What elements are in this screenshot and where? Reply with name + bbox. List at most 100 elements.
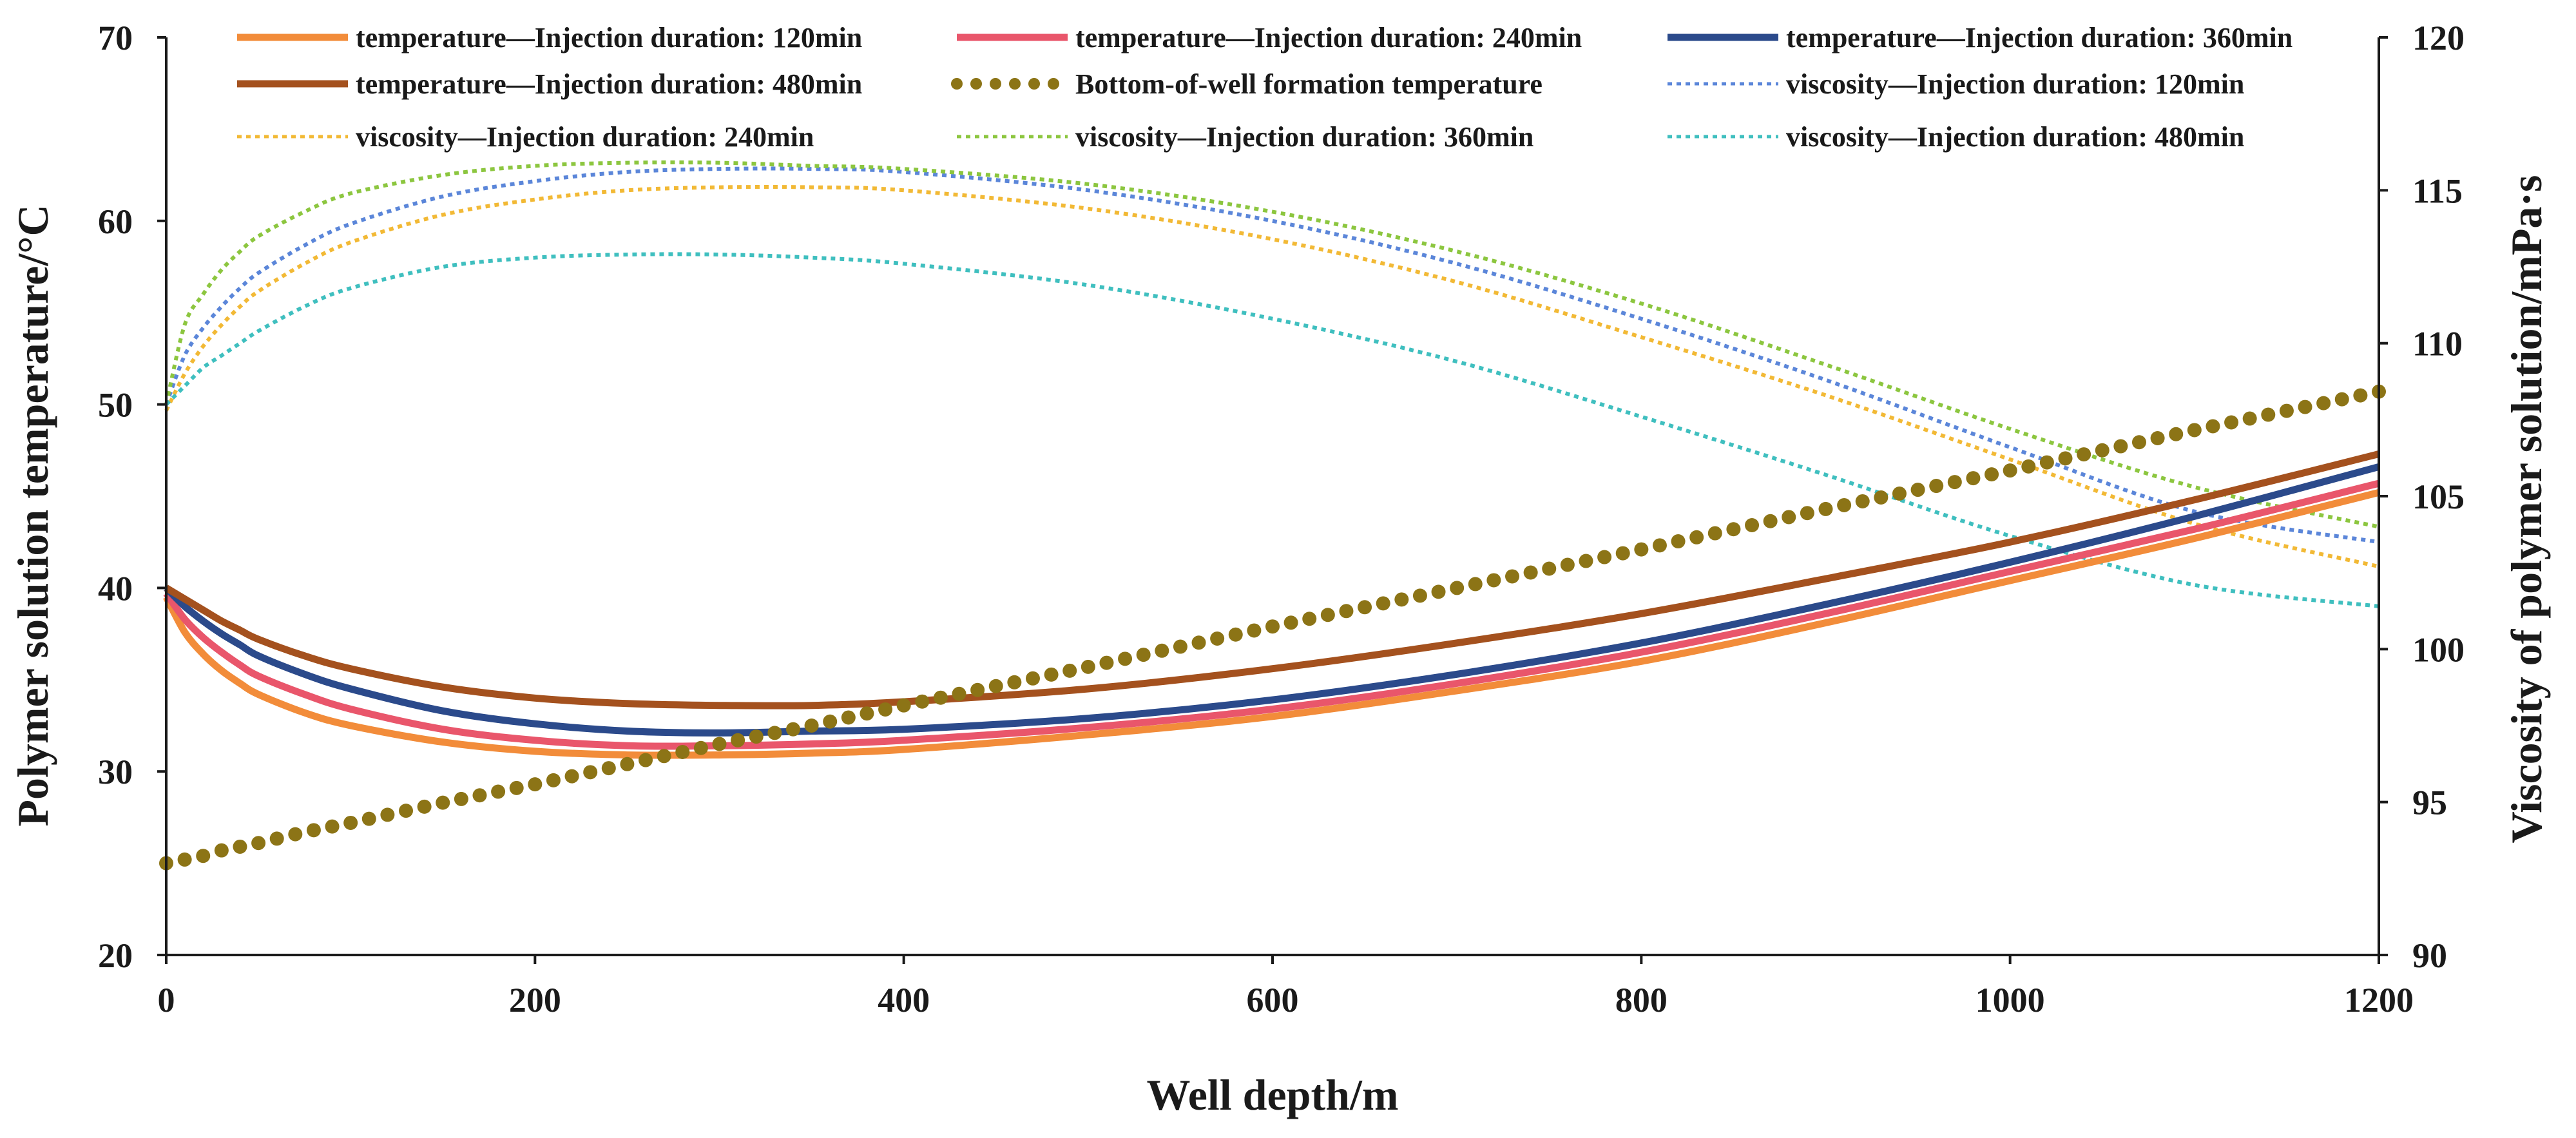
formation-temp-point bbox=[1302, 612, 1317, 626]
formation-temp-point bbox=[1745, 517, 1760, 532]
formation-temp-point bbox=[2224, 415, 2239, 430]
formation-temp-point bbox=[2021, 459, 2036, 474]
formation-temp-point bbox=[1136, 648, 1151, 662]
legend-swatch bbox=[1028, 78, 1040, 90]
formation-temp-point bbox=[1966, 471, 1981, 486]
x-tick-label: 200 bbox=[509, 981, 561, 1019]
formation-temp-point bbox=[1265, 619, 1280, 634]
formation-temp-point bbox=[2187, 423, 2202, 438]
formation-temp-point bbox=[767, 726, 782, 740]
formation-temp-point bbox=[1947, 475, 1962, 490]
legend-swatch bbox=[970, 78, 982, 90]
formation-temp-point bbox=[2316, 396, 2331, 410]
x-tick-label: 800 bbox=[1615, 981, 1668, 1019]
formation-temp-point bbox=[2353, 388, 2368, 403]
formation-temp-point bbox=[564, 769, 579, 784]
formation-temp-point bbox=[1468, 577, 1483, 592]
formation-temp-point bbox=[2003, 463, 2017, 478]
formation-temp-point bbox=[1099, 655, 1114, 670]
formation-temp-point bbox=[785, 722, 800, 737]
legend-label: viscosity—Injection duration: 240min bbox=[356, 121, 814, 153]
formation-temp-point bbox=[1726, 522, 1741, 537]
formation-temp-point bbox=[583, 765, 598, 780]
x-tick-label: 0 bbox=[158, 981, 175, 1019]
formation-temp-point bbox=[196, 849, 211, 863]
formation-temp-point bbox=[2113, 439, 2128, 454]
legend-swatch bbox=[951, 78, 963, 90]
x-tick-label: 600 bbox=[1247, 981, 1299, 1019]
formation-temp-point bbox=[2298, 400, 2312, 414]
legend-item-temperature-injection-duration-240min: temperature—Injection duration: 240min bbox=[957, 22, 1582, 53]
formation-temp-point bbox=[399, 804, 414, 818]
legend-label: viscosity—Injection duration: 120min bbox=[1786, 68, 2244, 100]
formation-temp-point bbox=[2169, 427, 2184, 441]
formation-temp-point bbox=[306, 823, 321, 838]
series-temperature-injection-duration-360min bbox=[164, 463, 2380, 737]
x-tick-label: 400 bbox=[878, 981, 930, 1019]
formation-temp-point bbox=[1652, 538, 1667, 553]
formation-temp-point bbox=[1394, 592, 1409, 607]
formation-temp-point bbox=[269, 831, 284, 846]
formation-temp-point bbox=[1671, 534, 1686, 549]
formation-temp-point bbox=[2261, 407, 2276, 422]
formation-temp-point bbox=[1044, 667, 1059, 682]
formation-temp-point bbox=[620, 757, 635, 771]
legend-label: temperature—Injection duration: 120min bbox=[356, 22, 862, 53]
formation-temp-point bbox=[952, 686, 966, 701]
formation-temp-point bbox=[2131, 435, 2146, 450]
formation-temp-point bbox=[2206, 419, 2220, 434]
formation-temp-point bbox=[1910, 483, 1925, 497]
formation-temp-point bbox=[1376, 596, 1390, 611]
series-viscosity-injection-duration-120min bbox=[164, 166, 2379, 545]
legend-label: temperature—Injection duration: 360min bbox=[1786, 22, 2292, 53]
formation-temp-point bbox=[1173, 639, 1187, 654]
formation-temp-point bbox=[251, 836, 266, 851]
formation-temp-point bbox=[693, 740, 708, 755]
axes bbox=[157, 36, 2388, 964]
tick-labels: 0 200 400 600 800 1000 1200 20 30 40 50 60 70 90 95 100… bbox=[98, 19, 2465, 1019]
formation-temp-point bbox=[1505, 569, 1520, 584]
series-temperature-injection-duration-120min bbox=[163, 488, 2380, 759]
formation-temp-point bbox=[1615, 546, 1630, 561]
left-y-tick-label: 30 bbox=[98, 753, 133, 791]
legend-item-temperature-injection-duration-360min: temperature—Injection duration: 360min bbox=[1668, 22, 2292, 53]
formation-temp-point bbox=[988, 679, 1003, 693]
formation-temp-point bbox=[1155, 643, 1169, 658]
formation-temp-point bbox=[472, 788, 487, 803]
formation-temp-point bbox=[1689, 530, 1704, 545]
formation-temp-point bbox=[1062, 663, 1077, 678]
series-viscosity-injection-duration-480min bbox=[164, 252, 2379, 608]
right-y-tick-label: 110 bbox=[2412, 325, 2463, 363]
x-tick-label: 1200 bbox=[2344, 981, 2414, 1019]
formation-temp-point bbox=[860, 706, 874, 721]
formation-temp-point bbox=[970, 682, 985, 697]
formation-temp-point bbox=[1412, 588, 1427, 603]
formation-temp-point bbox=[1247, 623, 1262, 638]
formation-temp-point bbox=[915, 694, 930, 709]
formation-temp-point bbox=[712, 737, 727, 751]
right-y-tick-label: 115 bbox=[2412, 171, 2463, 210]
left-y-tick-label: 60 bbox=[98, 202, 133, 241]
formation-temp-point bbox=[509, 780, 524, 795]
legend-item-viscosity-injection-duration-480min: viscosity—Injection duration: 480min bbox=[1668, 121, 2244, 153]
formation-temp-point bbox=[1450, 581, 1465, 595]
formation-temp-point bbox=[454, 791, 468, 806]
left-y-tick-label: 20 bbox=[98, 936, 133, 975]
legend-item-temperature-injection-duration-120min: temperature—Injection duration: 120min bbox=[237, 22, 862, 53]
right-y-tick-label: 95 bbox=[2412, 784, 2447, 822]
right-y-tick-label: 100 bbox=[2412, 630, 2465, 669]
formation-temp-point bbox=[417, 799, 432, 814]
formation-temp-point bbox=[528, 777, 543, 792]
series-viscosity-injection-duration-360min bbox=[164, 160, 2379, 529]
formation-temp-point bbox=[325, 819, 340, 834]
legend-swatch bbox=[1048, 78, 1059, 90]
formation-temp-point bbox=[1634, 542, 1649, 557]
formation-temp-point bbox=[2242, 411, 2257, 426]
formation-temp-point bbox=[233, 839, 247, 854]
formation-temp-point bbox=[639, 753, 653, 767]
formation-temp-point bbox=[1985, 467, 1999, 482]
x-tick-label: 1000 bbox=[1975, 981, 2045, 1019]
series-temperature-injection-duration-240min bbox=[163, 479, 2380, 750]
formation-temp-point bbox=[657, 749, 671, 764]
